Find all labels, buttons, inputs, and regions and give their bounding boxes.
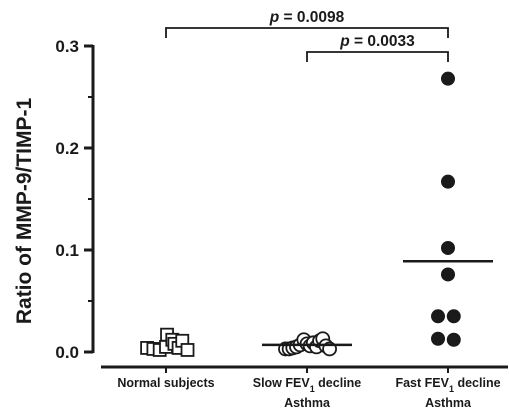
category-label: Normal subjects [117, 376, 214, 390]
category-label: Fast FEV1 decline [395, 376, 500, 394]
category-sublabel: Asthma [284, 396, 331, 410]
data-point [431, 331, 446, 346]
data-point [441, 240, 455, 255]
chart-labels: 0.0 0.1 0.2 0.3 Ratio of MMP-9/TIMP-1 Normal … [13, 9, 501, 410]
data-point [441, 71, 455, 86]
data-point [441, 174, 455, 189]
significance-label: p = 0.0098 [269, 9, 345, 26]
y-tick-label: 0.2 [55, 139, 79, 158]
y-tick-label: 0.3 [55, 37, 79, 56]
y-tick-label: 0.0 [55, 343, 79, 362]
category-sublabel: Asthma [425, 396, 472, 410]
data-point [431, 309, 446, 324]
significance-bracket [165, 27, 449, 38]
data-point [446, 332, 461, 347]
y-axis-label: Ratio of MMP-9/TIMP-1 [13, 98, 36, 325]
data-point [180, 343, 195, 357]
significance-label: p = 0.0033 [339, 33, 415, 50]
y-tick-label: 0.1 [55, 241, 79, 260]
data-point [441, 267, 455, 282]
data-point [446, 309, 461, 324]
category-label: Slow FEV1 decline [253, 376, 362, 394]
chart-marks [140, 27, 493, 357]
chart-axes [84, 44, 508, 373]
significance-bracket [306, 51, 449, 62]
